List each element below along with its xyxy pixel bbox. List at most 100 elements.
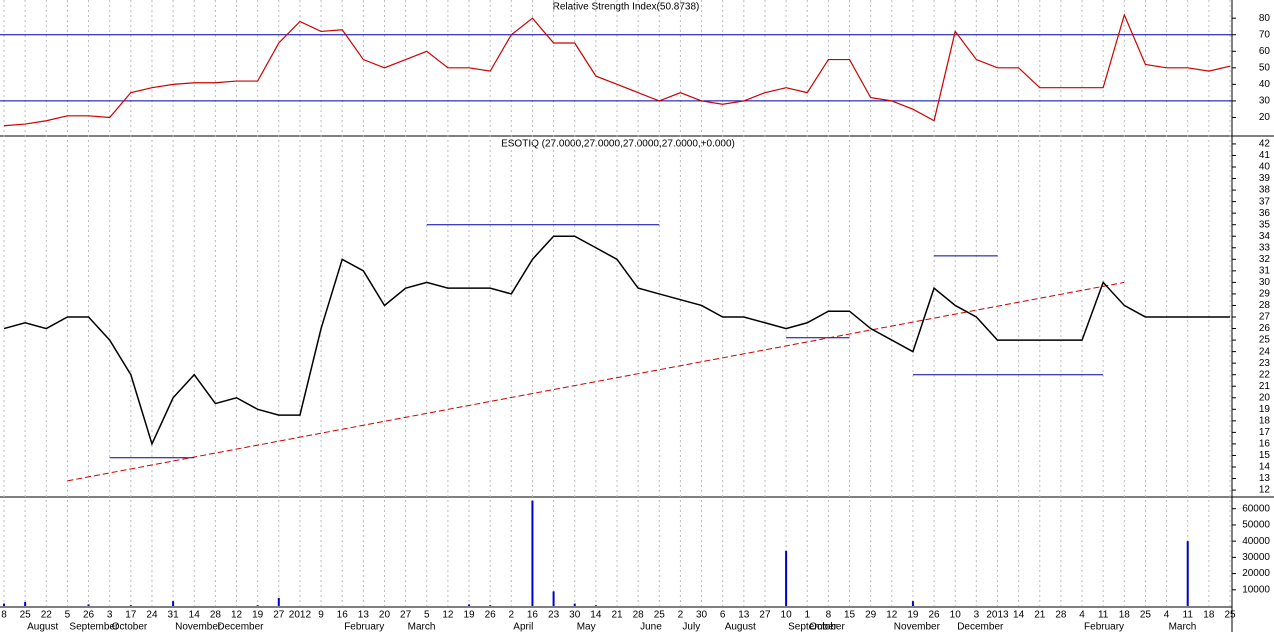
y-tick-label: 80 [1259,13,1271,24]
month-label: February [1084,622,1124,632]
x-tick-label: 1 [804,610,810,621]
x-tick-label: 21 [1034,610,1046,621]
x-tick-label: 5 [65,610,71,621]
x-tick-label: 30 [696,610,708,621]
x-tick-label: 25 [20,610,32,621]
y-tick-label: 50000 [1242,520,1270,531]
x-tick-label: 13 [738,610,750,621]
x-tick-label: 12 [231,610,243,621]
volume-bar [277,597,280,606]
trend-line [67,281,1125,482]
y-tick-label: 30 [1259,96,1271,107]
volume-bar [785,550,788,606]
y-tick-label: 40000 [1242,536,1270,547]
volume-bar [594,605,597,606]
x-tick-label: 26 [485,610,497,621]
y-tick-label: 40 [1259,162,1271,173]
y-tick-label: 31 [1259,265,1271,276]
x-tick-label: 19 [252,610,264,621]
rsi-title: Relative Strength Index(50.8738) [553,2,700,13]
month-label: March [408,622,436,632]
month-label: December [217,622,264,632]
x-tick-label: 12 [442,610,454,621]
x-tick-label: 28 [1055,610,1067,621]
y-tick-label: 21 [1259,381,1271,392]
y-tick-label: 20 [1259,392,1271,403]
x-tick-label: 19 [907,610,919,621]
y-tick-label: 27 [1259,312,1271,323]
y-tick-label: 13 [1259,473,1271,484]
price-title: ESOTIQ (27.0000,27.0000,27.0000,27.0000,… [501,139,735,150]
y-tick-label: 41 [1259,150,1271,161]
month-label: May [577,622,596,632]
month-label: November [894,622,941,632]
x-tick-label: 15 [844,610,856,621]
volume-bar [531,500,534,606]
y-tick-label: 16 [1259,439,1271,450]
y-tick-label: 38 [1259,185,1271,196]
y-tick-label: 22 [1259,369,1271,380]
x-tick-label: 4 [1164,610,1170,621]
x-tick-label: 10 [781,610,793,621]
volume-bar [87,604,90,606]
y-tick-label: 14 [1259,462,1271,473]
y-tick-label: 42 [1259,139,1271,150]
x-tick-label: 14 [1013,610,1025,621]
month-label: September [69,622,119,632]
x-tick-label: 22 [41,610,53,621]
x-tick-label: 24 [146,610,158,621]
y-tick-label: 60000 [1242,503,1270,514]
x-tick-label: 17 [125,610,137,621]
volume-bar [911,601,914,606]
volume-bar [1186,541,1189,606]
month-label: August [725,622,756,632]
x-tick-label: 11 [1098,610,1109,621]
y-tick-label: 70 [1259,29,1271,40]
y-tick-label: 39 [1259,173,1271,184]
volume-bar [3,603,5,606]
x-tick-label: 2013 [986,610,1009,621]
y-tick-label: 37 [1259,196,1271,207]
volume-bar [573,603,576,606]
x-tick-label: 28 [633,610,645,621]
y-tick-label: 30 [1259,277,1271,288]
x-tick-label: 16 [527,610,539,621]
x-tick-label: 6 [720,610,726,621]
x-tick-label: 8 [1,610,7,621]
x-tick-label: 23 [548,610,560,621]
x-tick-label: 20 [379,610,391,621]
x-tick-label: 26 [929,610,941,621]
y-tick-label: 34 [1259,231,1271,242]
y-tick-label: 12 [1259,485,1271,496]
volume-bar [172,601,175,606]
month-label: September [788,622,838,632]
x-tick-label: 19 [463,610,475,621]
month-label: October [112,622,148,632]
x-tick-label: 18 [1203,610,1215,621]
x-tick-label: 11 [1183,610,1194,621]
y-tick-label: 30000 [1242,552,1270,563]
y-tick-label: 28 [1259,300,1271,311]
x-tick-label: 9 [318,610,324,621]
x-tick-label: 27 [759,610,771,621]
month-label: March [1169,622,1197,632]
y-tick-label: 35 [1259,219,1271,230]
y-tick-label: 24 [1259,346,1271,357]
x-tick-label: 28 [210,610,222,621]
volume-bar [552,591,555,606]
x-tick-label: 3 [107,610,113,621]
y-tick-label: 20000 [1242,568,1270,579]
y-tick-label: 50 [1259,62,1271,73]
x-tick-label: 18 [1119,610,1131,621]
y-tick-label: 25 [1259,335,1271,346]
x-tick-label: 8 [826,610,832,621]
y-tick-label: 15 [1259,450,1271,461]
volume-bar [489,605,492,606]
x-tick-label: 3 [974,610,980,621]
y-tick-label: 20 [1259,112,1271,123]
x-tick-label: 25 [1140,610,1152,621]
x-tick-label: 10 [950,610,962,621]
x-tick-label: 14 [189,610,201,621]
